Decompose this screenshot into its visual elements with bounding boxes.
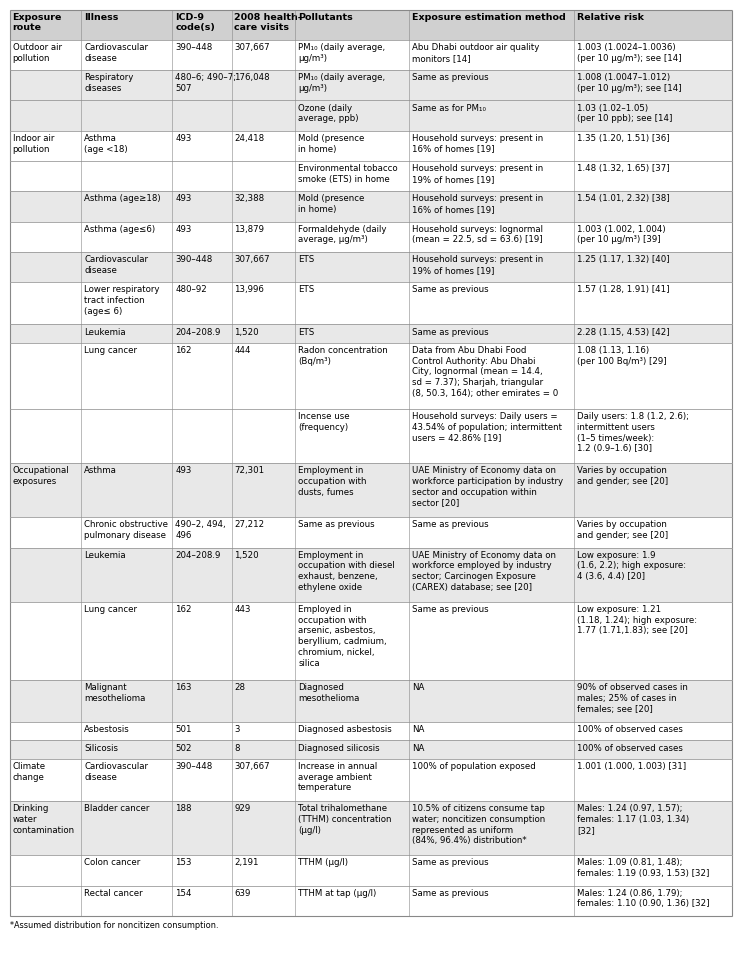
Text: NA: NA <box>413 683 424 692</box>
Bar <box>10 131 732 161</box>
Text: 390–448: 390–448 <box>175 255 212 264</box>
Bar <box>10 602 732 679</box>
Text: Outdoor air
pollution: Outdoor air pollution <box>13 43 62 63</box>
Text: Employed in
occupation with
arsenic, asbestos,
beryllium, cadmium,
chromium, nic: Employed in occupation with arsenic, asb… <box>298 605 387 668</box>
Text: 162: 162 <box>175 345 191 355</box>
Text: 307,667: 307,667 <box>234 762 270 771</box>
Text: Household surveys: present in
19% of homes [19]: Household surveys: present in 19% of hom… <box>413 255 544 275</box>
Text: 2,191: 2,191 <box>234 858 259 867</box>
Text: Mold (presence
in home): Mold (presence in home) <box>298 194 364 214</box>
Text: Household surveys: present in
16% of homes [19]: Household surveys: present in 16% of hom… <box>413 194 544 214</box>
Text: Diagnosed asbestosis: Diagnosed asbestosis <box>298 725 392 734</box>
Text: 1.008 (1.0047–1.012)
(per 10 μg/m³); see [14]: 1.008 (1.0047–1.012) (per 10 μg/m³); see… <box>577 74 682 93</box>
Bar <box>10 282 732 324</box>
Text: Low exposure: 1.9
(1.6, 2.2); high exposure:
4 (3.6, 4.4) [20]: Low exposure: 1.9 (1.6, 2.2); high expos… <box>577 550 686 581</box>
Bar <box>10 547 732 602</box>
Text: Lung cancer: Lung cancer <box>84 345 137 355</box>
Text: Silicosis: Silicosis <box>84 744 118 752</box>
Text: 1,520: 1,520 <box>234 327 259 337</box>
Text: Leukemia: Leukemia <box>84 327 126 337</box>
Bar <box>10 463 732 518</box>
Text: 1.003 (1.002, 1.004)
(per 10 μg/m³) [39]: 1.003 (1.002, 1.004) (per 10 μg/m³) [39] <box>577 225 666 244</box>
Bar <box>10 759 732 801</box>
Bar <box>10 409 732 463</box>
Text: 13,996: 13,996 <box>234 285 264 294</box>
Bar <box>10 191 732 221</box>
Text: 501: 501 <box>175 725 191 734</box>
Text: Same as previous: Same as previous <box>413 327 489 337</box>
Text: 100% of population exposed: 100% of population exposed <box>413 762 536 771</box>
Text: PM₁₀ (daily average,
μg/m³): PM₁₀ (daily average, μg/m³) <box>298 43 385 63</box>
Text: 390–448: 390–448 <box>175 43 212 52</box>
Text: TTHM (μg/l): TTHM (μg/l) <box>298 858 348 867</box>
Text: NA: NA <box>413 725 424 734</box>
Text: Data from Abu Dhabi Food
Control Authority: Abu Dhabi
City, lognormal (mean = 14: Data from Abu Dhabi Food Control Authori… <box>413 345 559 398</box>
Text: 929: 929 <box>234 804 251 813</box>
Text: 162: 162 <box>175 605 191 614</box>
Text: 10.5% of citizens consume tap
water; noncitizen consumption
represented as unifo: 10.5% of citizens consume tap water; non… <box>413 804 545 845</box>
Text: Lung cancer: Lung cancer <box>84 605 137 614</box>
Text: Environmental tobacco
smoke (ETS) in home: Environmental tobacco smoke (ETS) in hom… <box>298 165 398 184</box>
Bar <box>10 723 732 741</box>
Text: Diagnosed
mesothelioma: Diagnosed mesothelioma <box>298 683 359 702</box>
Text: Colon cancer: Colon cancer <box>84 858 140 867</box>
Text: 72,301: 72,301 <box>234 466 265 476</box>
Text: 1.08 (1.13, 1.16)
(per 100 Bq/m³) [29]: 1.08 (1.13, 1.16) (per 100 Bq/m³) [29] <box>577 345 666 366</box>
Text: 1.54 (1.01, 2.32) [38]: 1.54 (1.01, 2.32) [38] <box>577 194 670 204</box>
Text: 480–6; 490–7;
507: 480–6; 490–7; 507 <box>175 74 237 93</box>
Text: 493: 493 <box>175 466 191 476</box>
Text: Malignant
mesothelioma: Malignant mesothelioma <box>84 683 145 702</box>
Text: 3: 3 <box>234 725 240 734</box>
Bar <box>10 518 732 547</box>
Text: 493: 493 <box>175 134 191 143</box>
Text: 154: 154 <box>175 889 191 898</box>
Text: 493: 493 <box>175 194 191 204</box>
Bar <box>10 885 732 916</box>
Text: Exposure estimation method: Exposure estimation method <box>413 12 566 22</box>
Text: 480–92: 480–92 <box>175 285 207 294</box>
Text: 502: 502 <box>175 744 191 752</box>
Text: 100% of observed cases: 100% of observed cases <box>577 725 683 734</box>
Text: Household surveys: present in
16% of homes [19]: Household surveys: present in 16% of hom… <box>413 134 544 154</box>
Text: Climate
change: Climate change <box>13 762 46 782</box>
Text: 639: 639 <box>234 889 251 898</box>
Text: 1,520: 1,520 <box>234 550 259 560</box>
Bar <box>10 161 732 191</box>
Text: Ozone (daily
average, ppb): Ozone (daily average, ppb) <box>298 103 358 123</box>
Text: Employment in
occupation with
dusts, fumes: Employment in occupation with dusts, fum… <box>298 466 367 497</box>
Bar <box>10 856 732 885</box>
Text: 2008 health-
care visits: 2008 health- care visits <box>234 12 302 33</box>
Text: Drinking
water
contamination: Drinking water contamination <box>13 804 75 835</box>
Text: 1.003 (1.0024–1.0036)
(per 10 μg/m³); see [14]: 1.003 (1.0024–1.0036) (per 10 μg/m³); se… <box>577 43 682 63</box>
Bar <box>10 100 732 131</box>
Text: 307,667: 307,667 <box>234 255 270 264</box>
Text: Incense use
(frequency): Incense use (frequency) <box>298 412 349 432</box>
Text: Same as previous: Same as previous <box>413 858 489 867</box>
Text: Same as previous: Same as previous <box>413 605 489 614</box>
Text: Cardiovascular
disease: Cardiovascular disease <box>84 43 148 63</box>
Text: Employment in
occupation with diesel
exhaust, benzene,
ethylene oxide: Employment in occupation with diesel exh… <box>298 550 395 592</box>
Text: UAE Ministry of Economy data on
workforce participation by industry
sector and o: UAE Ministry of Economy data on workforc… <box>413 466 563 507</box>
Text: Same as previous: Same as previous <box>413 889 489 898</box>
Text: 13,879: 13,879 <box>234 225 264 234</box>
Text: Males: 1.09 (0.81, 1.48);
females: 1.19 (0.93, 1.53) [32]: Males: 1.09 (0.81, 1.48); females: 1.19 … <box>577 858 709 879</box>
Text: Household surveys: present in
19% of homes [19]: Household surveys: present in 19% of hom… <box>413 165 544 184</box>
Bar <box>10 679 732 723</box>
Text: *Assumed distribution for noncitizen consumption.: *Assumed distribution for noncitizen con… <box>10 921 218 929</box>
Text: Same as for PM₁₀: Same as for PM₁₀ <box>413 103 486 113</box>
Text: Increase in annual
average ambient
temperature: Increase in annual average ambient tempe… <box>298 762 378 792</box>
Text: Abu Dhabi outdoor air quality
monitors [14]: Abu Dhabi outdoor air quality monitors [… <box>413 43 539 63</box>
Text: Varies by occupation
and gender; see [20]: Varies by occupation and gender; see [20… <box>577 466 669 486</box>
Bar <box>10 252 732 282</box>
Bar <box>10 10 732 40</box>
Text: 27,212: 27,212 <box>234 521 265 529</box>
Text: PM₁₀ (daily average,
μg/m³): PM₁₀ (daily average, μg/m³) <box>298 74 385 93</box>
Text: Same as previous: Same as previous <box>413 521 489 529</box>
Text: Asbestosis: Asbestosis <box>84 725 130 734</box>
Text: Same as previous: Same as previous <box>413 74 489 82</box>
Text: 493: 493 <box>175 225 191 234</box>
Text: NA: NA <box>413 744 424 752</box>
Bar <box>10 741 732 759</box>
Text: Asthma: Asthma <box>84 466 117 476</box>
Text: 1.001 (1.000, 1.003) [31]: 1.001 (1.000, 1.003) [31] <box>577 762 686 771</box>
